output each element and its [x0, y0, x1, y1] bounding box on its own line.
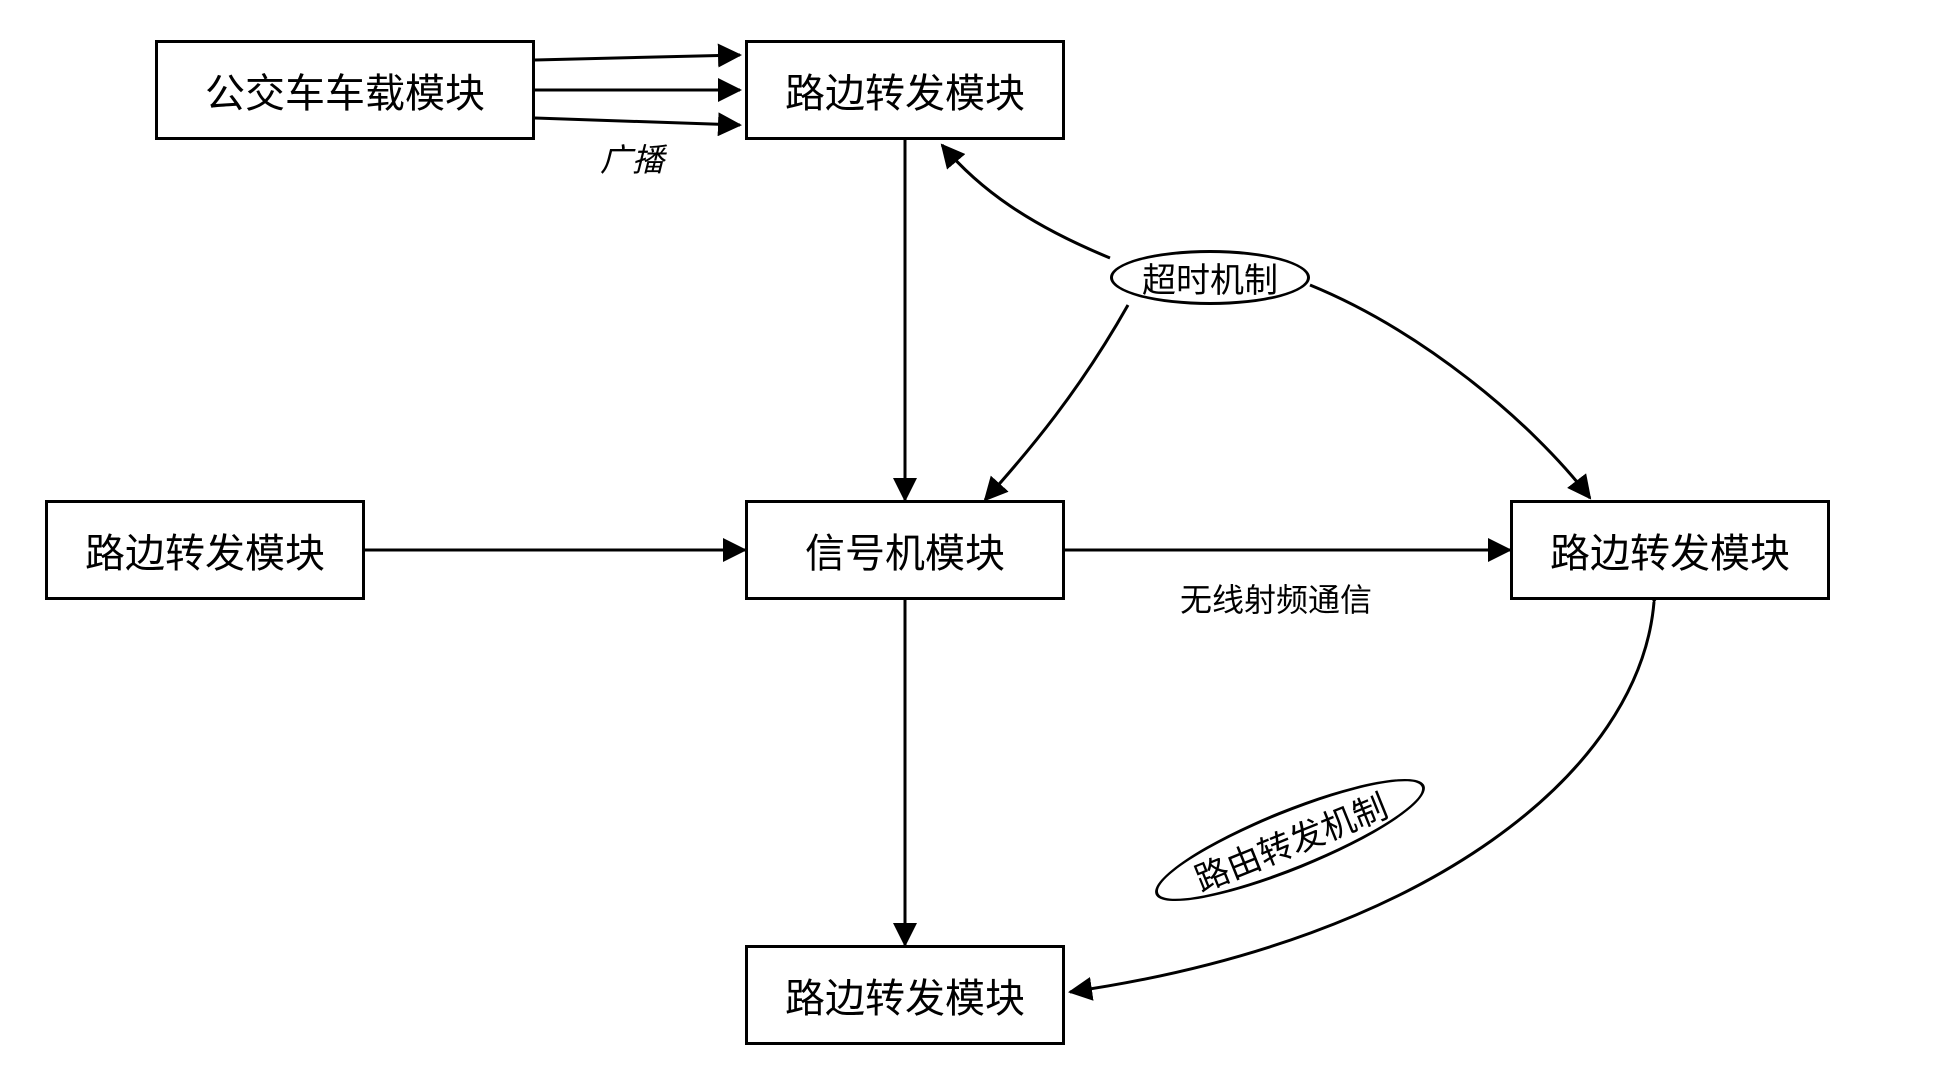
bus-module-node: 公交车车载模块 [155, 40, 535, 140]
forward-left-label: 路边转发模块 [85, 521, 325, 579]
forward-top-label: 路边转发模块 [785, 61, 1025, 119]
edge-timeout-to-right [1310, 285, 1590, 498]
timeout-ellipse: 超时机制 [1110, 250, 1310, 305]
routing-ellipse: 路由转发机制 [1144, 758, 1435, 922]
edge-timeout-to-center [985, 305, 1128, 500]
edge-bus-to-top-3 [535, 118, 740, 125]
forward-top-node: 路边转发模块 [745, 40, 1065, 140]
forward-bottom-node: 路边转发模块 [745, 945, 1065, 1045]
bus-module-label: 公交车车载模块 [205, 61, 485, 119]
timeout-label: 超时机制 [1142, 253, 1278, 302]
routing-label: 路由转发机制 [1186, 779, 1394, 901]
broadcast-label: 广播 [600, 135, 664, 181]
signal-center-node: 信号机模块 [745, 500, 1065, 600]
rf-comm-label: 无线射频通信 [1180, 575, 1372, 621]
signal-center-label: 信号机模块 [805, 521, 1005, 579]
forward-right-node: 路边转发模块 [1510, 500, 1830, 600]
forward-bottom-label: 路边转发模块 [785, 966, 1025, 1024]
edge-timeout-to-top [942, 145, 1110, 258]
forward-right-label: 路边转发模块 [1550, 521, 1790, 579]
forward-left-node: 路边转发模块 [45, 500, 365, 600]
edge-bus-to-top-1 [535, 55, 740, 60]
